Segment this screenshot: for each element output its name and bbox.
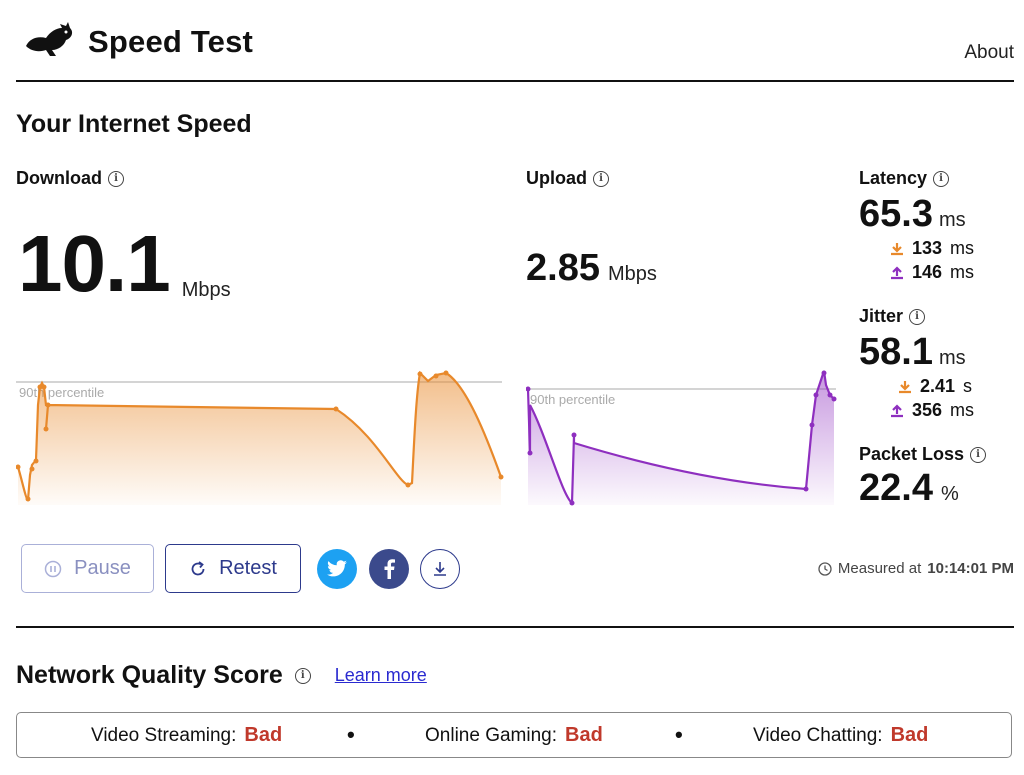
- section-title: Your Internet Speed: [16, 110, 252, 138]
- jitter-upload-value: 356: [912, 400, 943, 420]
- upload-chart: 90th percentile: [526, 370, 837, 506]
- rabbit-logo-icon: [26, 22, 73, 56]
- quality-item: Online Gaming: Bad: [425, 724, 603, 747]
- upload-unit: Mbps: [607, 263, 657, 285]
- download-icon: [899, 380, 911, 393]
- logo[interactable]: [22, 22, 74, 63]
- jitter-download-value: 2.41: [920, 376, 956, 396]
- pause-label: Pause: [74, 557, 131, 579]
- latency-upload-unit: ms: [950, 262, 975, 282]
- upload-icon: [891, 403, 903, 417]
- retest-button[interactable]: Retest: [165, 544, 301, 593]
- jitter-label-text: Jitter: [859, 306, 904, 326]
- latency-download-value: 133: [912, 238, 943, 258]
- quality-item: Video Chatting: Bad: [753, 724, 928, 747]
- separator-dot: •: [675, 722, 683, 747]
- info-icon[interactable]: i: [933, 170, 950, 187]
- latency-download-unit: ms: [950, 238, 975, 258]
- quality-value: Bad: [565, 723, 603, 746]
- quality-label: Online Gaming:: [425, 724, 558, 746]
- facebook-icon: [384, 559, 395, 579]
- jitter-download-row: 2.41 s: [898, 376, 972, 397]
- download-value-row: 10.1 Mbps: [18, 224, 231, 304]
- download-unit: Mbps: [181, 279, 231, 301]
- jitter-value-row: 58.1 ms: [859, 332, 966, 372]
- info-icon[interactable]: i: [593, 170, 609, 187]
- jitter-unit: ms: [938, 347, 966, 369]
- download-percentile-label: 90th percentile: [19, 385, 104, 400]
- download-label: Download i: [16, 168, 124, 189]
- quality-title: Network Quality Score: [16, 661, 283, 689]
- upload-label: Upload i: [526, 168, 609, 189]
- download-label-text: Download: [16, 168, 102, 188]
- download-area: [18, 373, 501, 505]
- retest-label: Retest: [219, 557, 277, 579]
- pause-icon: [44, 560, 62, 577]
- share-facebook-button[interactable]: [369, 549, 409, 589]
- upload-icon: [891, 265, 903, 279]
- latency-upload-value: 146: [912, 262, 943, 282]
- packet-loss-value: 22.4: [859, 467, 933, 509]
- packet-loss-value-row: 22.4 %: [859, 468, 959, 508]
- download-results-button[interactable]: [420, 549, 460, 589]
- app-title: Speed Test: [88, 24, 254, 59]
- packet-loss-label: Packet Loss i: [859, 444, 987, 465]
- latency-download-row: 133 ms: [890, 238, 974, 259]
- packet-loss-label-text: Packet Loss: [859, 444, 965, 464]
- download-icon: [891, 242, 903, 255]
- upload-percentile-label: 90th percentile: [530, 392, 615, 407]
- latency-label-text: Latency: [859, 168, 928, 188]
- share-twitter-button[interactable]: [317, 549, 357, 589]
- latency-unit: ms: [938, 209, 966, 231]
- jitter-download-unit: s: [963, 376, 973, 396]
- quality-value: Bad: [890, 723, 929, 746]
- info-icon[interactable]: i: [294, 667, 311, 684]
- latency-value-row: 65.3 ms: [859, 194, 966, 234]
- info-icon[interactable]: i: [970, 446, 987, 463]
- measured-prefix: Measured at: [837, 560, 922, 577]
- download-line: [16, 370, 503, 502]
- quality-value: Bad: [244, 723, 283, 746]
- latency-upload-row: 146 ms: [890, 262, 974, 283]
- quality-header: Network Quality Score i Learn more: [16, 661, 427, 690]
- upload-value-row: 2.85 Mbps: [526, 248, 657, 288]
- jitter-value: 58.1: [859, 331, 933, 373]
- upload-value: 2.85: [526, 247, 600, 289]
- about-link[interactable]: About: [964, 42, 1014, 63]
- refresh-icon: [191, 560, 205, 575]
- upload-area: [528, 371, 834, 505]
- latency-label: Latency i: [859, 168, 950, 189]
- info-icon[interactable]: i: [909, 308, 926, 325]
- packet-loss-unit: %: [940, 483, 959, 505]
- learn-more-link[interactable]: Learn more: [334, 665, 427, 685]
- quality-item: Video Streaming: Bad: [91, 724, 282, 747]
- twitter-icon: [327, 560, 347, 577]
- clock-icon: [818, 561, 832, 576]
- upload-label-text: Upload: [526, 168, 587, 188]
- download-icon: [434, 562, 446, 576]
- info-icon[interactable]: i: [108, 170, 124, 187]
- section-divider: [16, 626, 1014, 628]
- quality-label: Video Chatting:: [753, 724, 883, 746]
- header-divider: [16, 80, 1014, 82]
- quality-label: Video Streaming:: [91, 724, 237, 746]
- measured-at: Measured at 10:14:01 PM: [818, 560, 1014, 577]
- measured-time: 10:14:01 PM: [927, 560, 1014, 577]
- download-chart: 90th percentile: [16, 370, 504, 505]
- latency-value: 65.3: [859, 193, 933, 235]
- jitter-upload-row: 356 ms: [890, 400, 974, 421]
- jitter-upload-unit: ms: [950, 400, 975, 420]
- quality-scores: Video Streaming: Bad • Online Gaming: Bad …: [16, 712, 1012, 758]
- download-value: 10.1: [18, 219, 171, 308]
- separator-dot: •: [347, 722, 355, 747]
- jitter-label: Jitter i: [859, 306, 926, 327]
- pause-button[interactable]: Pause: [21, 544, 154, 593]
